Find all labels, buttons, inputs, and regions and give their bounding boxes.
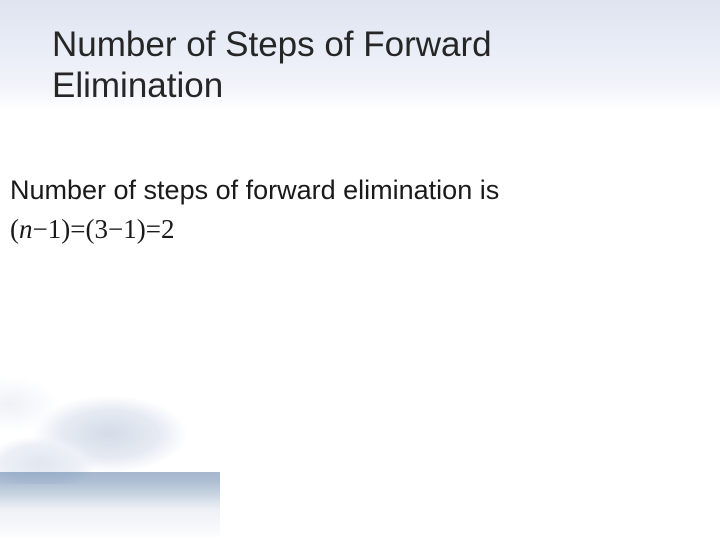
rparen: ) xyxy=(137,214,146,244)
rparen: ) xyxy=(61,214,70,244)
equals-op: = xyxy=(146,214,161,244)
slide-container: Number of Steps of Forward Elimination N… xyxy=(0,0,720,540)
formula-line: (n−1)=(3−1)=2 xyxy=(10,210,688,249)
lparen: ( xyxy=(10,214,19,244)
variable-n: n xyxy=(19,214,33,244)
minus-op: − xyxy=(108,214,123,244)
number-three: 3 xyxy=(94,214,108,244)
number-one: 1 xyxy=(123,214,137,244)
body-text-line: Number of steps of forward elimination i… xyxy=(10,171,688,210)
number-one: 1 xyxy=(48,214,62,244)
equals-op: = xyxy=(70,214,85,244)
minus-op: − xyxy=(33,214,48,244)
number-two: 2 xyxy=(161,214,175,244)
slide-title: Number of Steps of Forward Elimination xyxy=(52,24,612,107)
